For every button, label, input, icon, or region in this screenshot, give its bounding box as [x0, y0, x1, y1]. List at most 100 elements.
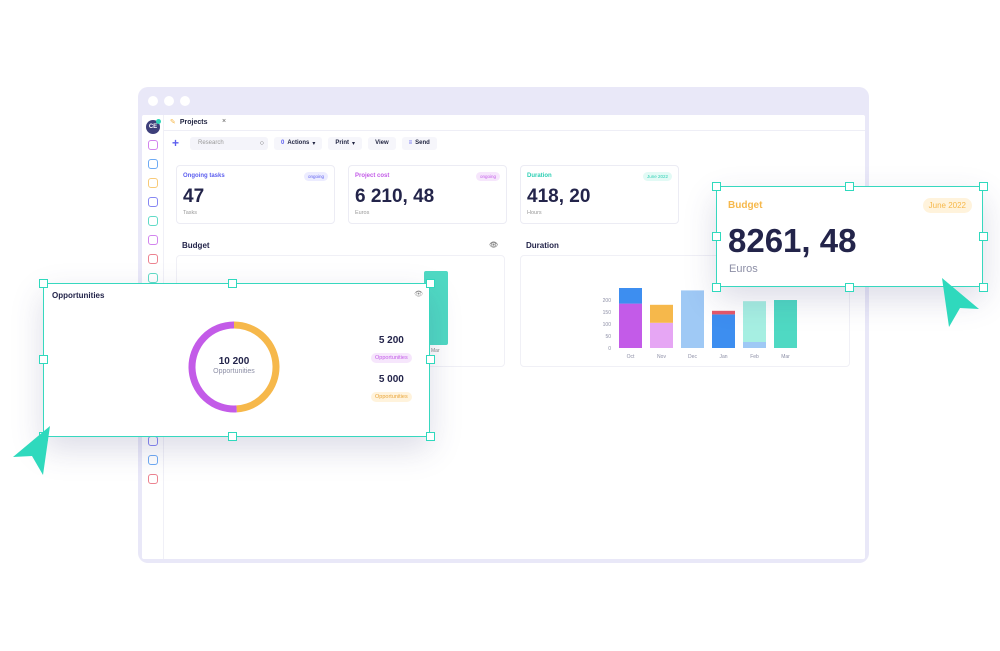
rail-icon-8[interactable]	[148, 273, 158, 283]
donut-total-label: Opportunities	[213, 368, 255, 375]
panel-title-text: Duration	[526, 241, 559, 250]
toolbar: + Research ○ 0 Actions ▾ Print ▾ View ≡ …	[164, 133, 865, 153]
resize-handle[interactable]	[426, 432, 435, 441]
add-button[interactable]: +	[172, 136, 180, 150]
eye-icon[interactable]: 👁	[414, 291, 423, 298]
resize-handle[interactable]	[228, 432, 237, 441]
resize-handle[interactable]	[845, 182, 854, 191]
tab-projects[interactable]: ✎ Projects	[170, 118, 208, 127]
avatar-initials: CE	[148, 124, 158, 130]
donut-slice[interactable]	[233, 321, 280, 413]
resize-handle[interactable]	[228, 279, 237, 288]
chevron-down-icon: ▾	[312, 140, 316, 147]
rail-icon-10[interactable]	[148, 455, 158, 465]
card-unit: Tasks	[183, 210, 198, 216]
donut-chart	[188, 321, 280, 413]
bar-segment-dec[interactable]	[681, 290, 704, 348]
resize-handle[interactable]	[426, 279, 435, 288]
resize-handle[interactable]	[39, 279, 48, 288]
tab-label: Projects	[179, 118, 208, 126]
avatar[interactable]: CE	[146, 119, 161, 134]
bar-segment-nov[interactable]	[650, 322, 673, 348]
opportunities-widget[interactable]: Opportunities 👁 10 200 Opportunities 5 2…	[39, 279, 435, 441]
y-tick-label: 150	[603, 310, 612, 316]
actions-label: Actions	[287, 140, 310, 146]
cursor-icon	[13, 426, 50, 475]
budget-unit: Euros	[729, 263, 758, 275]
card-unit: Hours	[527, 210, 542, 216]
window-dot[interactable]	[164, 96, 174, 106]
card-value: 6 210, 48	[355, 186, 435, 207]
date-badge: June 2022	[922, 198, 972, 213]
x-tick-label: Feb	[750, 354, 759, 360]
bar-segment-feb[interactable]	[743, 342, 766, 348]
resize-handle[interactable]	[39, 355, 48, 364]
legend-item: 5 200 Opportunities	[371, 335, 412, 364]
chevron-down-icon: ▾	[352, 140, 356, 147]
panel-title-text: Budget	[182, 241, 210, 250]
send-label: Send	[415, 140, 430, 146]
bar-segment-nov[interactable]	[650, 304, 673, 323]
y-tick-label: 50	[605, 334, 611, 340]
rail-icon-7[interactable]	[148, 254, 158, 264]
x-tick-label: Nov	[657, 354, 666, 360]
rail-icon-3[interactable]	[148, 178, 158, 188]
card-label: Duration	[527, 173, 552, 179]
bar-segment-jan[interactable]	[712, 310, 735, 315]
x-tick-label: Mar	[781, 354, 790, 360]
rail-icon-9[interactable]	[148, 436, 158, 446]
rail-icon-4[interactable]	[148, 197, 158, 207]
legend-tag: Opportunities	[371, 392, 412, 402]
y-tick-label: 200	[603, 298, 612, 304]
close-icon[interactable]: ×	[222, 118, 227, 125]
budget-widget[interactable]: Budget June 2022 8261, 48 Euros	[712, 182, 988, 292]
legend-item: 5 000 Opportunities	[371, 374, 412, 403]
search-input[interactable]: Research ○	[190, 136, 268, 150]
legend-value: 5 000	[378, 374, 404, 385]
card-project-cost[interactable]: Project cost 6 210, 48 Euros ongoing	[348, 165, 507, 224]
widget-title: Budget	[728, 200, 763, 211]
bar-segment-mar[interactable]	[774, 300, 797, 348]
resize-handle[interactable]	[979, 232, 988, 241]
bar-segment-feb[interactable]	[743, 301, 766, 342]
x-tick-label: Dec	[688, 354, 697, 360]
rail-icon-6[interactable]	[148, 235, 158, 245]
card-label: Project cost	[355, 173, 390, 179]
widget-title: Opportunities	[52, 291, 105, 300]
rail-icon-11[interactable]	[148, 474, 158, 484]
window-dot[interactable]	[148, 96, 158, 106]
eye-icon[interactable]: 👁	[489, 242, 498, 249]
window-controls	[148, 96, 190, 106]
resize-handle[interactable]	[712, 182, 721, 191]
view-button[interactable]: View	[368, 136, 396, 150]
budget-value: 8261, 48	[728, 222, 857, 259]
resize-handle[interactable]	[845, 283, 854, 292]
send-icon: ≡	[408, 140, 413, 146]
card-duration[interactable]: Duration 418, 20 Hours June 2022	[520, 165, 679, 224]
status-badge: ongoing	[475, 172, 500, 181]
bar-segment-oct[interactable]	[619, 303, 642, 348]
window-dot[interactable]	[180, 96, 190, 106]
resize-handle[interactable]	[426, 355, 435, 364]
actions-button[interactable]: 0 Actions ▾	[274, 136, 323, 150]
status-badge: June 2022	[642, 172, 672, 181]
bar-segment-oct[interactable]	[619, 288, 642, 304]
rail-icon-2[interactable]	[148, 159, 158, 169]
resize-handle[interactable]	[979, 182, 988, 191]
resize-handle[interactable]	[712, 283, 721, 292]
legend-value: 5 200	[378, 335, 404, 346]
tab-bar: ✎ Projects ×	[164, 115, 865, 131]
rail-icon-5[interactable]	[148, 216, 158, 226]
print-button[interactable]: Print ▾	[328, 136, 363, 150]
donut-slice[interactable]	[188, 321, 237, 413]
send-button[interactable]: ≡ Send	[401, 136, 437, 150]
resize-handle[interactable]	[979, 283, 988, 292]
y-tick-label: 0	[608, 346, 611, 352]
card-value: 418, 20	[527, 186, 591, 207]
card-label: Ongoing tasks	[183, 173, 225, 179]
card-ongoing-tasks[interactable]: Ongoing tasks 47 Tasks ongoing	[176, 165, 335, 224]
resize-handle[interactable]	[712, 232, 721, 241]
status-badge: ongoing	[303, 172, 328, 181]
rail-icon-1[interactable]	[148, 140, 158, 150]
bar-segment-jan[interactable]	[712, 314, 735, 348]
